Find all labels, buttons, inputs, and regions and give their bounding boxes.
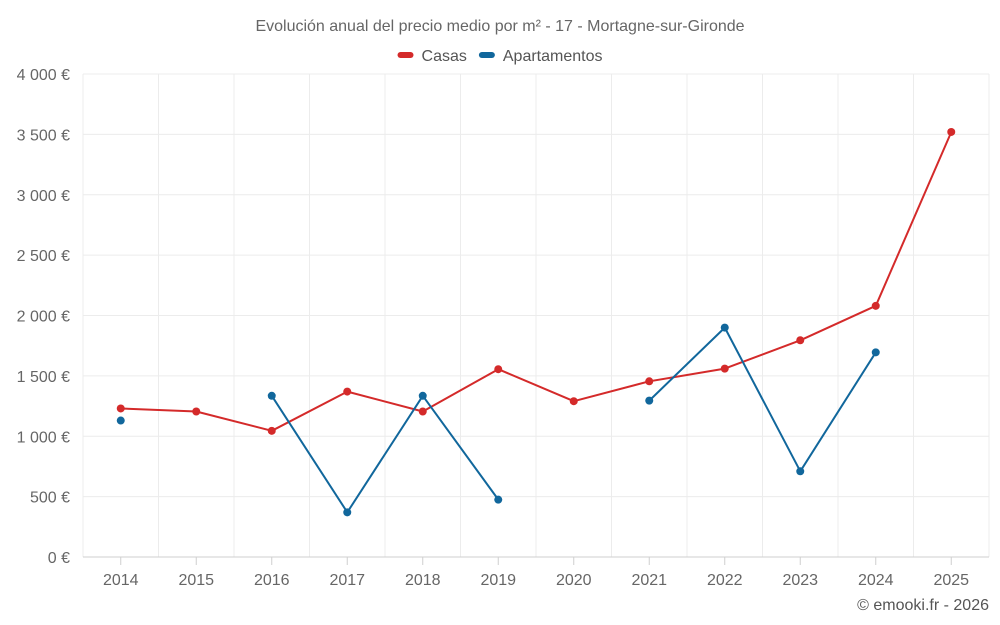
y-tick-label: 2 500 € bbox=[17, 248, 70, 265]
legend[interactable]: Casas Apartamentos bbox=[397, 48, 603, 65]
x-tick-label: 2018 bbox=[405, 572, 441, 589]
series-apartamentos bbox=[116, 323, 880, 517]
x-tick-label: 2017 bbox=[329, 572, 365, 589]
data-point-casas-2019[interactable] bbox=[494, 365, 503, 374]
data-point-apartamentos-2014[interactable] bbox=[116, 416, 125, 425]
data-point-apartamentos-2017[interactable] bbox=[343, 508, 352, 517]
data-point-apartamentos-2021[interactable] bbox=[645, 396, 654, 405]
x-tick-label: 2023 bbox=[782, 572, 818, 589]
data-point-apartamentos-2019[interactable] bbox=[494, 495, 503, 504]
chart-title: Evolución anual del precio medio por m² … bbox=[255, 18, 744, 35]
data-point-casas-2020[interactable] bbox=[569, 397, 578, 406]
legend-label: Apartamentos bbox=[503, 48, 603, 65]
y-tick-label: 1 000 € bbox=[17, 429, 70, 446]
x-tick-label: 2014 bbox=[103, 572, 139, 589]
y-tick-label: 1 500 € bbox=[17, 369, 70, 386]
data-point-casas-2022[interactable] bbox=[720, 364, 729, 373]
series-line-apartamentos bbox=[270, 394, 500, 514]
y-tick-label: 500 € bbox=[30, 490, 70, 507]
x-tick-label: 2022 bbox=[707, 572, 743, 589]
y-tick-label: 3 000 € bbox=[17, 188, 70, 205]
data-point-casas-2025[interactable] bbox=[947, 127, 956, 136]
legend-label: Casas bbox=[422, 48, 467, 65]
legend-swatch bbox=[397, 52, 414, 58]
series-casas bbox=[116, 127, 956, 435]
data-point-casas-2016[interactable] bbox=[267, 426, 276, 435]
grid bbox=[82, 73, 990, 557]
series-line-apartamentos bbox=[648, 326, 877, 473]
x-axis: 2014 2015 2016 2017 2018 2019 2020 2021 2022 2023… bbox=[83, 556, 989, 589]
data-point-casas-2018[interactable] bbox=[418, 407, 427, 416]
y-tick-label: 2 000 € bbox=[17, 309, 70, 326]
data-point-casas-2014[interactable] bbox=[116, 404, 125, 413]
x-tick-label: 2020 bbox=[556, 572, 592, 589]
x-tick-label: 2021 bbox=[631, 572, 667, 589]
legend-swatch bbox=[478, 52, 495, 58]
data-point-apartamentos-2024[interactable] bbox=[871, 348, 880, 357]
data-point-apartamentos-2022[interactable] bbox=[720, 323, 729, 332]
y-tick-label: 0 € bbox=[48, 550, 70, 567]
data-point-apartamentos-2018[interactable] bbox=[418, 391, 427, 400]
credit-text: © emooki.fr - 2026 bbox=[857, 597, 989, 614]
data-point-apartamentos-2016[interactable] bbox=[267, 391, 276, 400]
data-point-casas-2023[interactable] bbox=[796, 336, 805, 345]
series-group bbox=[116, 127, 956, 517]
y-tick-label: 4 000 € bbox=[17, 67, 70, 84]
y-axis: 0 € 500 € 1 000 € 1 500 € 2 000 € 2 500 € 3 00… bbox=[17, 67, 70, 567]
series-line-casas bbox=[120, 131, 953, 432]
x-tick-label: 2024 bbox=[858, 572, 894, 589]
x-tick-label: 2025 bbox=[933, 572, 969, 589]
data-point-casas-2015[interactable] bbox=[192, 407, 201, 416]
legend-item-apartamentos[interactable]: Apartamentos bbox=[478, 48, 603, 65]
data-point-casas-2024[interactable] bbox=[871, 301, 880, 310]
y-tick-label: 3 500 € bbox=[17, 127, 70, 144]
x-tick-label: 2019 bbox=[480, 572, 516, 589]
legend-item-casas[interactable]: Casas bbox=[397, 48, 467, 65]
x-tick-label: 2015 bbox=[178, 572, 214, 589]
data-point-apartamentos-2023[interactable] bbox=[796, 467, 805, 476]
data-point-casas-2017[interactable] bbox=[343, 387, 352, 396]
x-tick-label: 2016 bbox=[254, 572, 290, 589]
data-point-casas-2021[interactable] bbox=[645, 377, 654, 386]
